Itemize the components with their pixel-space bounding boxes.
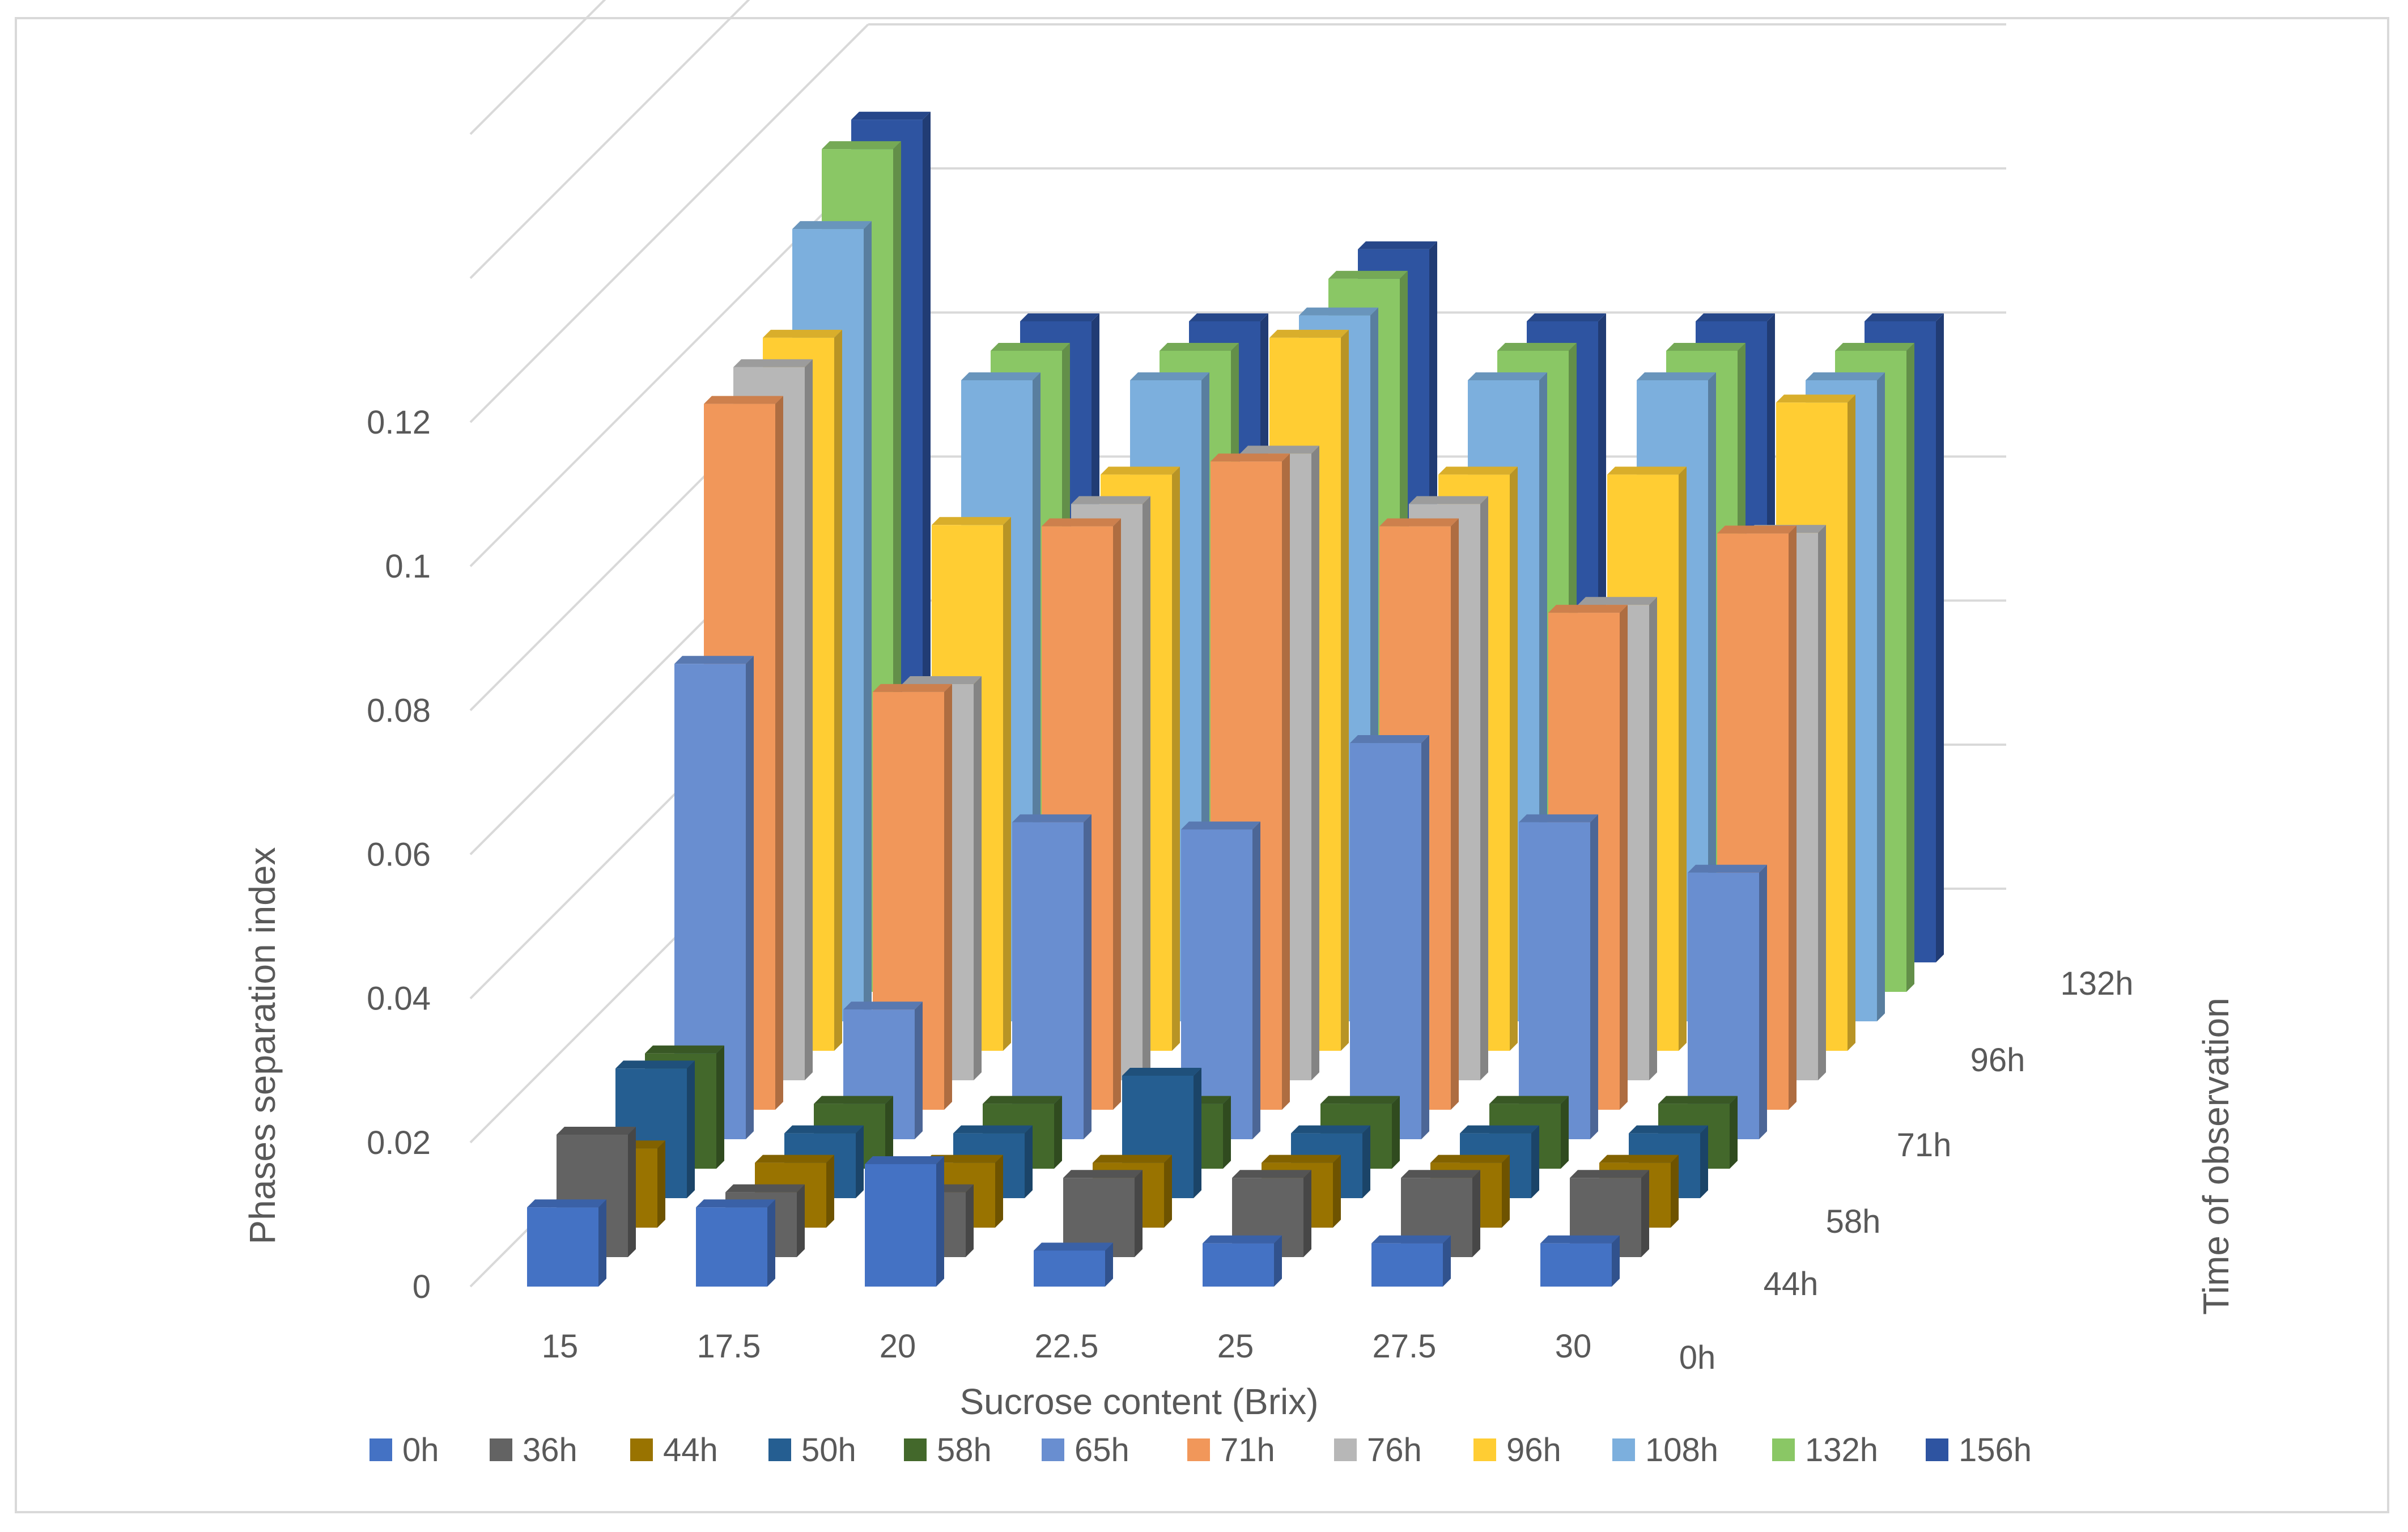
legend-label: 58h xyxy=(937,1432,992,1469)
legend-item-76h: 76h xyxy=(1334,1432,1422,1469)
legend-swatch xyxy=(904,1438,927,1461)
x-axis-ticks: 15 17.5 20 22.5 25 27.5 30 xyxy=(542,1328,1592,1365)
depth-tick-label: 96h xyxy=(1970,1042,2025,1079)
y-tick-label: 0.08 xyxy=(367,692,431,729)
gridline-side xyxy=(469,23,869,423)
bar-0h-15 xyxy=(527,1199,606,1287)
depth-tick-label: 71h xyxy=(1897,1127,1952,1164)
bar-65h-27.5 xyxy=(1519,814,1598,1139)
legend-item-132h: 132h xyxy=(1772,1432,1878,1469)
x-tick-label: 15 xyxy=(542,1328,579,1365)
legend-swatch xyxy=(490,1438,512,1461)
gridline-side xyxy=(469,0,606,135)
legend-swatch xyxy=(1042,1438,1064,1461)
x-tick-label: 27.5 xyxy=(1373,1328,1437,1365)
legend-item-71h: 71h xyxy=(1187,1432,1275,1469)
x-tick-label: 22.5 xyxy=(1035,1328,1099,1365)
legend-swatch xyxy=(1473,1438,1496,1461)
legend-item-96h: 96h xyxy=(1473,1432,1561,1469)
depth-axis-title: Time of observation xyxy=(2195,998,2236,1315)
legend-swatch xyxy=(1612,1438,1635,1461)
legend-item-36h: 36h xyxy=(490,1432,577,1469)
bar-0h-20 xyxy=(865,1156,944,1287)
bar-65h-25 xyxy=(1350,735,1429,1139)
legend-swatch xyxy=(768,1438,791,1461)
legend-item-65h: 65h xyxy=(1042,1432,1129,1469)
x-tick-label: 17.5 xyxy=(697,1328,761,1365)
legend-label: 96h xyxy=(1506,1432,1561,1469)
legend-item-108h: 108h xyxy=(1612,1432,1718,1469)
bar-65h-30 xyxy=(1688,864,1767,1139)
bar-0h-17.5 xyxy=(696,1199,775,1287)
legend-label: 76h xyxy=(1367,1432,1422,1469)
legend-swatch xyxy=(1187,1438,1210,1461)
legend-label: 156h xyxy=(1959,1432,2032,1469)
bar-65h-20 xyxy=(1012,814,1092,1139)
x-tick-label: 25 xyxy=(1217,1328,1254,1365)
legend-label: 65h xyxy=(1075,1432,1129,1469)
y-axis-title: Phases separation index xyxy=(242,847,283,1245)
y-tick-label: 0.1 xyxy=(385,548,431,585)
legend-swatch xyxy=(630,1438,653,1461)
depth-tick-label: 132h xyxy=(2060,965,2133,1002)
x-tick-label: 20 xyxy=(880,1328,916,1365)
legend-item-0h: 0h xyxy=(370,1432,439,1469)
depth-tick-label: 58h xyxy=(1826,1203,1881,1240)
legend-label: 108h xyxy=(1645,1432,1718,1469)
bars xyxy=(527,112,1944,1287)
bar-0h-25 xyxy=(1203,1235,1282,1287)
legend-label: 71h xyxy=(1220,1432,1275,1469)
legend-swatch xyxy=(1926,1438,1948,1461)
legend-item-156h: 156h xyxy=(1926,1432,2032,1469)
y-tick-label: 0.06 xyxy=(367,837,431,873)
legend-swatch xyxy=(1772,1438,1795,1461)
y-tick-label: 0.04 xyxy=(367,981,431,1017)
legend-label: 132h xyxy=(1805,1432,1878,1469)
legend-swatch xyxy=(1334,1438,1357,1461)
bar-0h-27.5 xyxy=(1371,1235,1451,1287)
x-axis-title: Sucrose content (Brix) xyxy=(959,1381,1318,1422)
y-tick-label: 0 xyxy=(413,1268,431,1305)
legend-label: 50h xyxy=(801,1432,856,1469)
bar-0h-22.5 xyxy=(1034,1242,1113,1287)
legend: 0h 36h 44h 50h 58h 65h 71h 76h 96h 108h 132h 156h xyxy=(370,1432,2032,1469)
depth-tick-label: 44h xyxy=(1764,1266,1819,1302)
y-axis-ticks: 0 0.02 0.04 0.06 0.08 0.1 0.12 xyxy=(367,404,431,1305)
bar-36h-22.5 xyxy=(1063,1170,1143,1257)
x-tick-label: 30 xyxy=(1555,1328,1592,1365)
y-tick-label: 0.02 xyxy=(367,1124,431,1161)
legend-label: 44h xyxy=(663,1432,718,1469)
legend-label: 0h xyxy=(402,1432,439,1469)
legend-item-44h: 44h xyxy=(630,1432,718,1469)
legend-label: 36h xyxy=(523,1432,577,1469)
legend-item-50h: 50h xyxy=(768,1432,856,1469)
bar-0h-30 xyxy=(1540,1235,1620,1287)
y-tick-label: 0.12 xyxy=(367,404,431,441)
depth-tick-label: 0h xyxy=(1679,1339,1716,1376)
legend-item-58h: 58h xyxy=(904,1432,992,1469)
gridline-side xyxy=(469,0,750,279)
legend-swatch xyxy=(370,1438,392,1461)
